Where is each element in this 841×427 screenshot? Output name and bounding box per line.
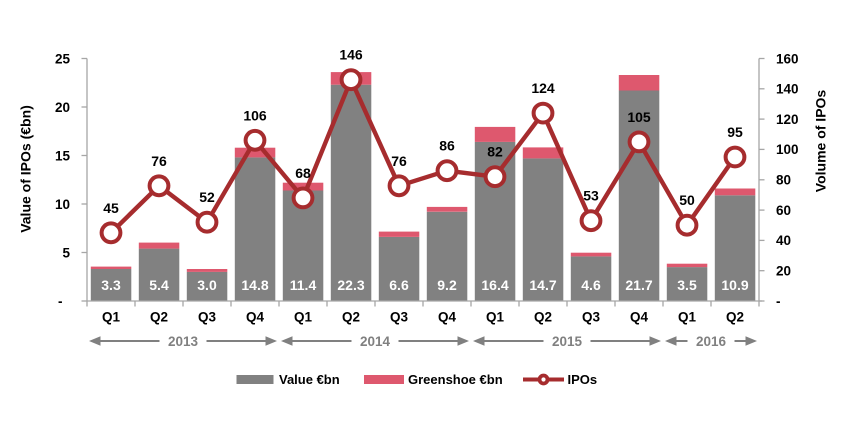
svg-text:2013: 2013 <box>168 334 199 349</box>
svg-text:76: 76 <box>391 153 407 169</box>
svg-text:60: 60 <box>776 203 791 218</box>
svg-text:11.4: 11.4 <box>290 277 317 293</box>
svg-text:2014: 2014 <box>360 334 391 349</box>
svg-text:-: - <box>58 294 63 309</box>
svg-text:86: 86 <box>439 138 455 154</box>
svg-text:3.0: 3.0 <box>197 277 217 293</box>
svg-text:9.2: 9.2 <box>437 277 457 293</box>
svg-text:22.3: 22.3 <box>337 277 364 293</box>
svg-text:Q3: Q3 <box>198 310 217 325</box>
svg-text:2016: 2016 <box>696 334 727 349</box>
svg-text:20: 20 <box>776 264 791 279</box>
svg-text:Q3: Q3 <box>390 310 409 325</box>
svg-text:53: 53 <box>583 188 599 204</box>
svg-text:82: 82 <box>487 144 503 160</box>
svg-text:Q2: Q2 <box>534 310 552 325</box>
svg-text:Q2: Q2 <box>342 310 360 325</box>
svg-text:20: 20 <box>55 100 70 115</box>
svg-text:10: 10 <box>55 197 70 212</box>
svg-text:124: 124 <box>531 80 555 96</box>
svg-text:14.8: 14.8 <box>241 277 268 293</box>
svg-text:Q3: Q3 <box>582 310 601 325</box>
svg-text:45: 45 <box>103 200 119 216</box>
svg-text:106: 106 <box>243 107 267 123</box>
svg-text:14.7: 14.7 <box>529 277 556 293</box>
svg-text:5.4: 5.4 <box>149 277 169 293</box>
svg-text:2015: 2015 <box>552 334 583 349</box>
svg-text:140: 140 <box>776 82 799 97</box>
svg-text:120: 120 <box>776 112 799 127</box>
svg-text:21.7: 21.7 <box>625 277 652 293</box>
svg-text:Q1: Q1 <box>678 310 697 325</box>
svg-text:40: 40 <box>776 233 791 248</box>
svg-text:Greenshoe €bn: Greenshoe €bn <box>408 372 503 387</box>
svg-text:100: 100 <box>776 142 799 157</box>
svg-text:Q1: Q1 <box>102 310 121 325</box>
svg-text:80: 80 <box>776 173 791 188</box>
svg-text:Value €bn: Value €bn <box>279 372 340 387</box>
svg-text:5: 5 <box>62 245 70 260</box>
svg-text:15: 15 <box>55 148 71 163</box>
svg-text:Q2: Q2 <box>150 310 168 325</box>
svg-text:6.6: 6.6 <box>389 277 409 293</box>
svg-text:16.4: 16.4 <box>481 277 508 293</box>
svg-text:-: - <box>776 294 781 309</box>
svg-text:Value of IPOs (€bn): Value of IPOs (€bn) <box>18 105 34 233</box>
svg-text:3.5: 3.5 <box>677 277 697 293</box>
svg-text:10.9: 10.9 <box>721 277 748 293</box>
svg-text:3.3: 3.3 <box>101 277 121 293</box>
svg-text:IPOs: IPOs <box>568 372 598 387</box>
svg-text:50: 50 <box>679 192 695 208</box>
svg-text:52: 52 <box>199 189 215 205</box>
svg-text:146: 146 <box>339 47 363 63</box>
svg-text:Q1: Q1 <box>486 310 505 325</box>
svg-text:105: 105 <box>627 109 651 125</box>
svg-text:Q4: Q4 <box>630 310 649 325</box>
svg-text:4.6: 4.6 <box>581 277 601 293</box>
svg-text:Q1: Q1 <box>294 310 313 325</box>
svg-text:Q2: Q2 <box>726 310 744 325</box>
svg-text:25: 25 <box>55 51 71 66</box>
svg-text:68: 68 <box>295 165 311 181</box>
svg-text:95: 95 <box>727 124 743 140</box>
svg-text:160: 160 <box>776 51 799 66</box>
svg-text:76: 76 <box>151 153 167 169</box>
svg-text:Q4: Q4 <box>438 310 457 325</box>
svg-text:Q4: Q4 <box>246 310 265 325</box>
svg-text:Volume of IPOs: Volume of IPOs <box>813 90 829 193</box>
